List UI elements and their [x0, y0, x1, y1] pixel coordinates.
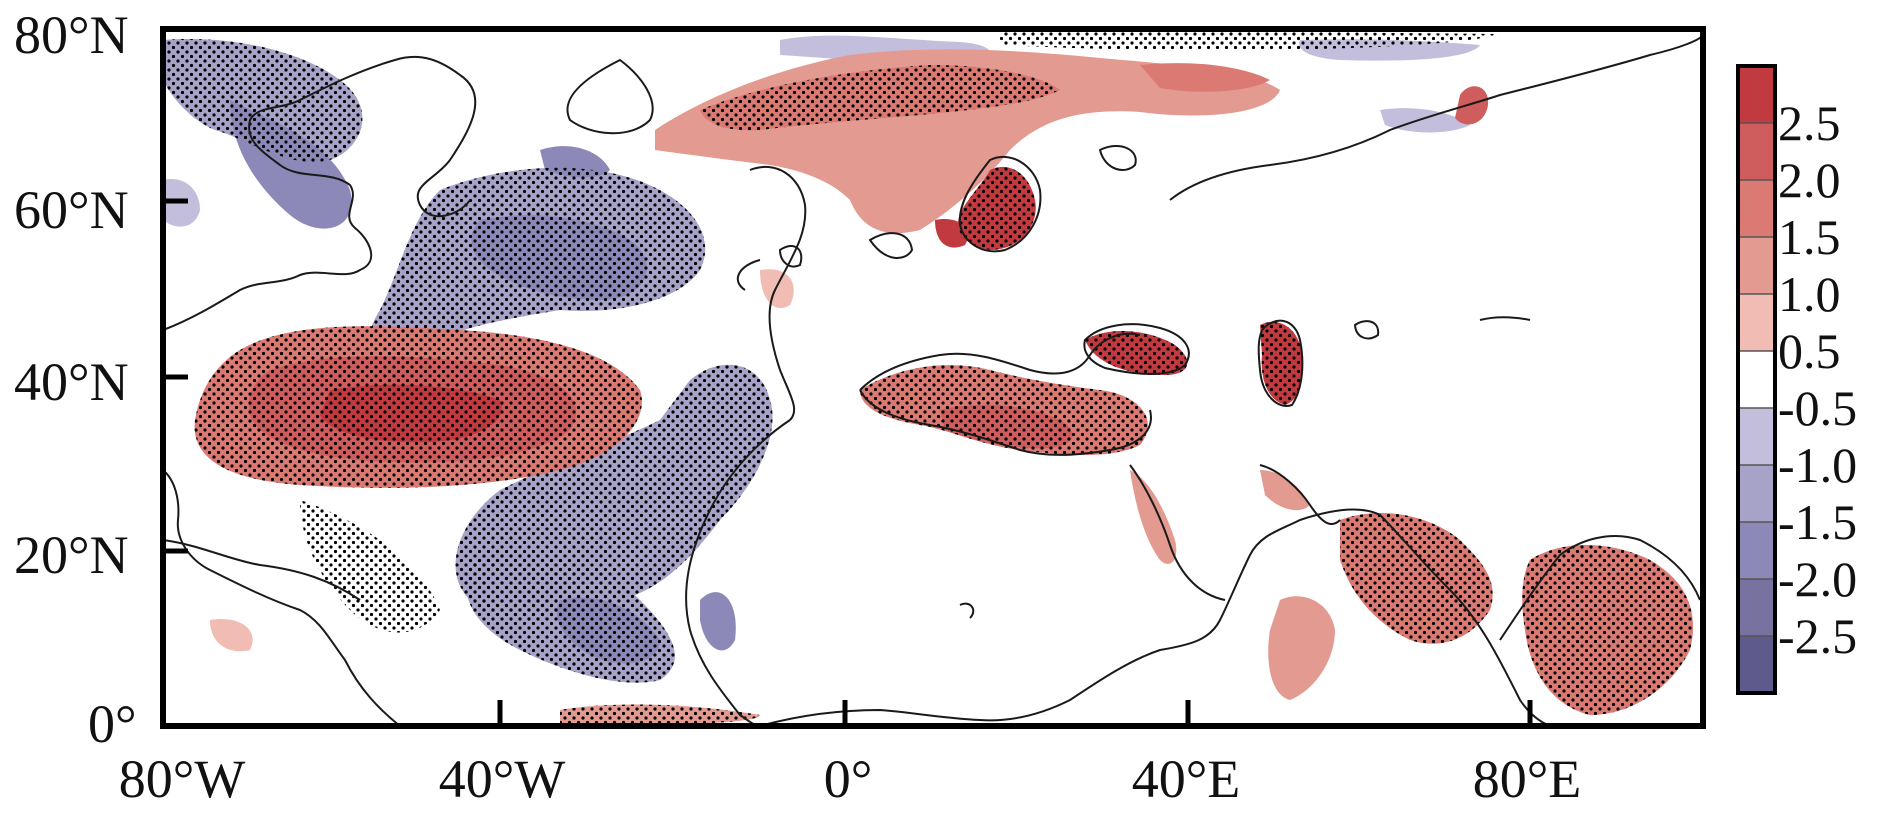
- colorbar-swatch-m1.0-m1.5: [1738, 465, 1775, 522]
- lon-label-40e: 40°E: [1131, 749, 1241, 809]
- colorbar-swatch-m2.0-m2.5: [1738, 579, 1775, 636]
- colorbar-swatch-neutral: [1738, 351, 1775, 408]
- lat-label-40n: 40°N: [14, 352, 129, 412]
- map-frame: [160, 26, 1706, 729]
- lat-label-80n: 80°N: [14, 5, 129, 65]
- colorbar-swatch-2.5-plus: [1738, 66, 1775, 123]
- coastlines: [163, 34, 1703, 726]
- lon-label-40w: 40°W: [438, 749, 566, 809]
- lon-label-80e: 80°E: [1472, 749, 1582, 809]
- lon-label-80w: 80°W: [118, 749, 246, 809]
- colorbar-swatch-m2.5-minus: [1738, 636, 1775, 693]
- colorbar-swatch-m0.5-m1.0: [1738, 408, 1775, 465]
- colorbar-swatch-2.0-2.5: [1738, 123, 1775, 180]
- colorbar-label-m2.5: -2.5: [1778, 608, 1858, 664]
- significance-stippling: [163, 30, 1694, 726]
- lon-label-0: 0°: [823, 749, 873, 809]
- colorbar-label-m2.0: -2.0: [1778, 551, 1858, 607]
- colorbar-label-m0.5: -0.5: [1778, 380, 1858, 436]
- colorbar-label-1.0: 1.0: [1778, 266, 1841, 322]
- axis-ticks: [163, 198, 1533, 726]
- lat-label-0: 0°: [88, 694, 137, 754]
- colorbar-swatch-1.0-1.5: [1738, 237, 1775, 294]
- colorbar-label-1.5: 1.5: [1778, 209, 1841, 265]
- colorbar: [1736, 64, 1777, 695]
- colorbar-label-m1.0: -1.0: [1778, 437, 1858, 493]
- colorbar-label-0.5: 0.5: [1778, 323, 1841, 379]
- colorbar-label-2.0: 2.0: [1778, 152, 1841, 208]
- colorbar-swatch-m1.5-m2.0: [1738, 522, 1775, 579]
- colorbar-label-2.5: 2.5: [1778, 95, 1841, 151]
- colorbar-swatch-1.5-2.0: [1738, 180, 1775, 237]
- map-field: [163, 29, 1703, 726]
- colorbar-label-m1.5: -1.5: [1778, 494, 1858, 550]
- colorbar-swatch-0.5-1.0: [1738, 294, 1775, 351]
- lat-label-60n: 60°N: [14, 180, 129, 240]
- lat-label-20n: 20°N: [14, 525, 129, 585]
